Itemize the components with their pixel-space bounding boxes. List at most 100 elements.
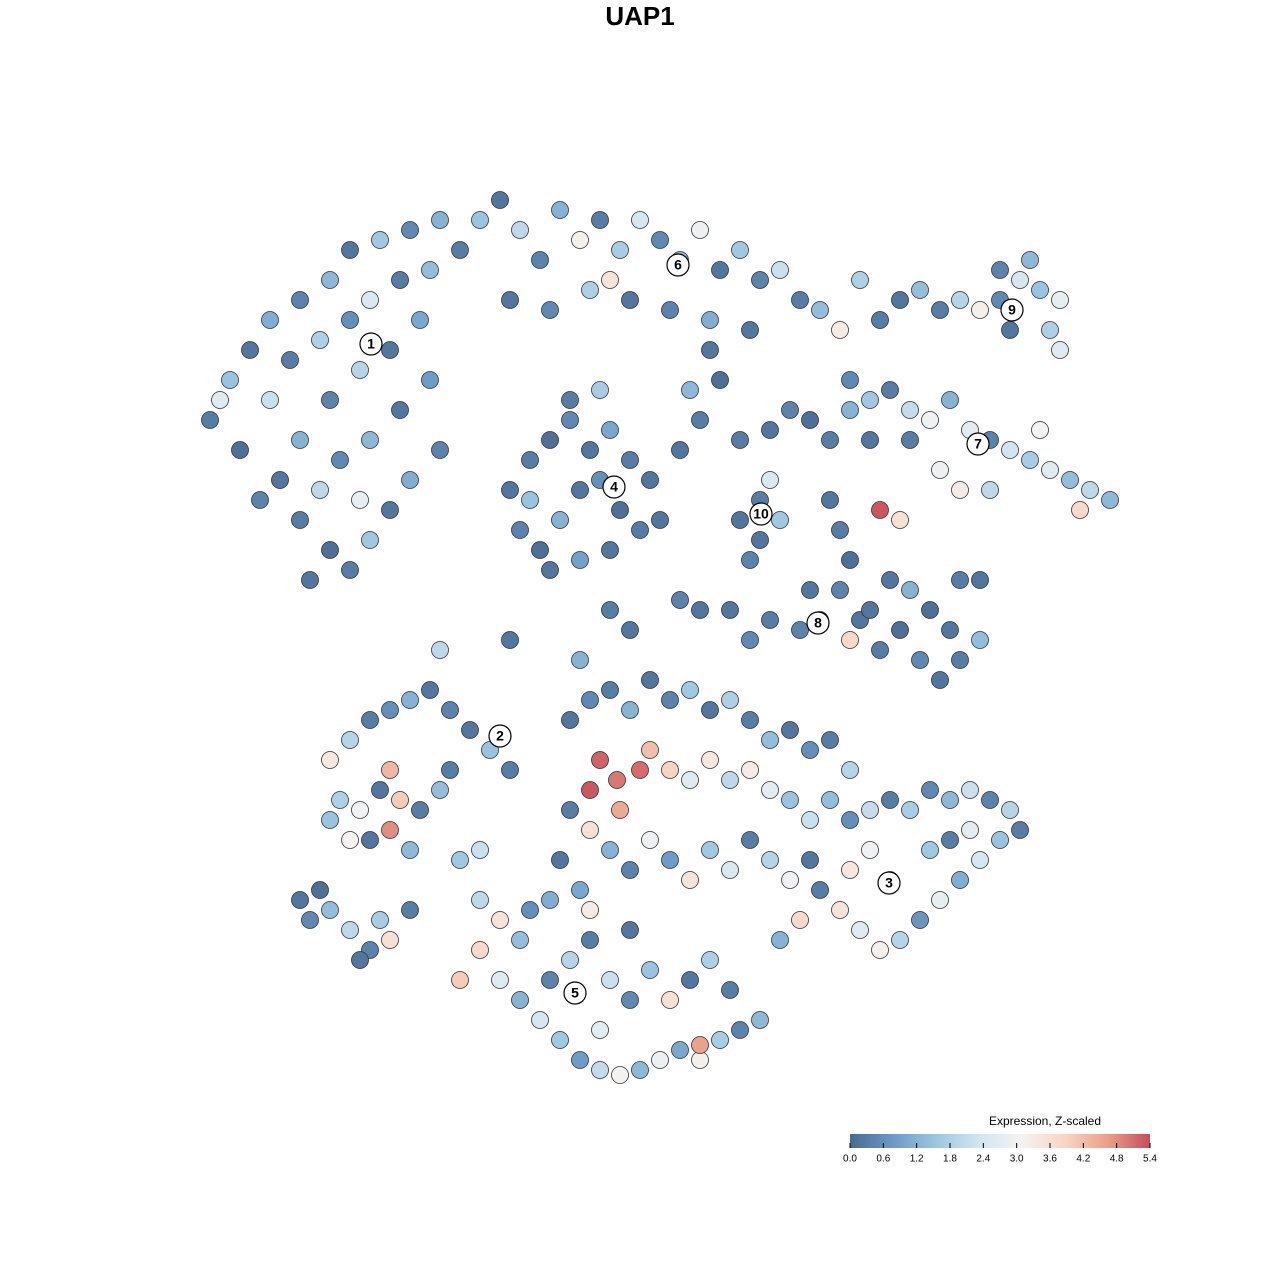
cluster-label-text: 4: [610, 479, 618, 495]
cell-point: [721, 601, 739, 619]
cell-point: [571, 231, 589, 249]
cell-point: [561, 951, 579, 969]
cell-point: [921, 781, 939, 799]
cell-point: [771, 931, 789, 949]
cell-point: [731, 431, 749, 449]
cluster-label-text: 7: [974, 436, 982, 452]
cell-point: [801, 741, 819, 759]
cell-point: [501, 291, 519, 309]
cell-point: [581, 931, 599, 949]
cell-point: [991, 261, 1009, 279]
cell-point: [641, 471, 659, 489]
cell-point: [421, 681, 439, 699]
cell-point: [1011, 821, 1029, 839]
cell-point: [641, 671, 659, 689]
cell-point: [601, 421, 619, 439]
cluster-label: 8: [806, 611, 830, 635]
cell-point: [571, 651, 589, 669]
cell-point: [361, 291, 379, 309]
cell-point: [971, 571, 989, 589]
cell-point: [441, 701, 459, 719]
cell-point: [561, 391, 579, 409]
cell-point: [1051, 341, 1069, 359]
cell-point: [611, 801, 629, 819]
cell-point: [571, 551, 589, 569]
cell-point: [608, 771, 626, 789]
cell-point: [541, 431, 559, 449]
cluster-label: 9: [1000, 298, 1024, 322]
cell-point: [781, 871, 799, 889]
cell-point: [341, 311, 359, 329]
cell-point: [851, 271, 869, 289]
cell-point: [451, 971, 469, 989]
cell-point: [741, 321, 759, 339]
cell-point: [221, 371, 239, 389]
cell-point: [441, 761, 459, 779]
cell-point: [581, 821, 599, 839]
cell-point: [591, 211, 609, 229]
cluster-label: 2: [488, 724, 512, 748]
cell-point: [841, 551, 859, 569]
cell-point: [241, 341, 259, 359]
cell-point: [311, 881, 329, 899]
cell-point: [521, 901, 539, 919]
cell-point: [421, 261, 439, 279]
cell-point: [501, 631, 519, 649]
cell-point: [901, 801, 919, 819]
colorbar-title: Expression, Z-scaled: [989, 1114, 1101, 1128]
cell-point: [311, 481, 329, 499]
cell-point: [611, 241, 629, 259]
cell-point: [291, 891, 309, 909]
cell-point: [561, 801, 579, 819]
cell-point: [681, 771, 699, 789]
cell-point: [551, 201, 569, 219]
cell-point: [321, 811, 339, 829]
cell-point: [871, 941, 889, 959]
cell-point: [321, 751, 339, 769]
cell-point: [721, 691, 739, 709]
cell-point: [851, 921, 869, 939]
cell-point: [301, 571, 319, 589]
cell-point: [341, 241, 359, 259]
cell-point: [711, 1031, 729, 1049]
cell-point: [691, 1036, 709, 1054]
cell-point: [661, 691, 679, 709]
cell-point: [711, 371, 729, 389]
cell-point: [551, 1031, 569, 1049]
cell-point: [791, 621, 809, 639]
cluster-label: 6: [666, 253, 690, 277]
cell-point: [671, 441, 689, 459]
cell-point: [471, 891, 489, 909]
cell-point: [781, 721, 799, 739]
cell-point: [871, 501, 889, 519]
cell-point: [811, 301, 829, 319]
cell-point: [831, 321, 849, 339]
cell-point: [541, 301, 559, 319]
cell-point: [571, 1051, 589, 1069]
cell-point: [261, 311, 279, 329]
cell-point: [211, 391, 229, 409]
cell-point: [231, 441, 249, 459]
colorbar-tick-label: 0.0: [843, 1154, 857, 1165]
cell-point: [331, 791, 349, 809]
cell-point: [921, 601, 939, 619]
cell-point: [511, 521, 529, 539]
cell-point: [951, 291, 969, 309]
cell-point: [571, 881, 589, 899]
cell-point: [761, 471, 779, 489]
cell-point: [671, 591, 689, 609]
cell-point: [971, 851, 989, 869]
cell-point: [691, 601, 709, 619]
cell-point: [381, 701, 399, 719]
cell-point: [771, 261, 789, 279]
cell-point: [601, 841, 619, 859]
cell-point: [431, 781, 449, 799]
cell-point: [1021, 451, 1039, 469]
cell-point: [571, 481, 589, 499]
cell-point: [841, 861, 859, 879]
cell-point: [801, 581, 819, 599]
colorbar-tick-label: 3.0: [1010, 1154, 1024, 1165]
cell-point: [461, 721, 479, 739]
cell-point: [961, 821, 979, 839]
